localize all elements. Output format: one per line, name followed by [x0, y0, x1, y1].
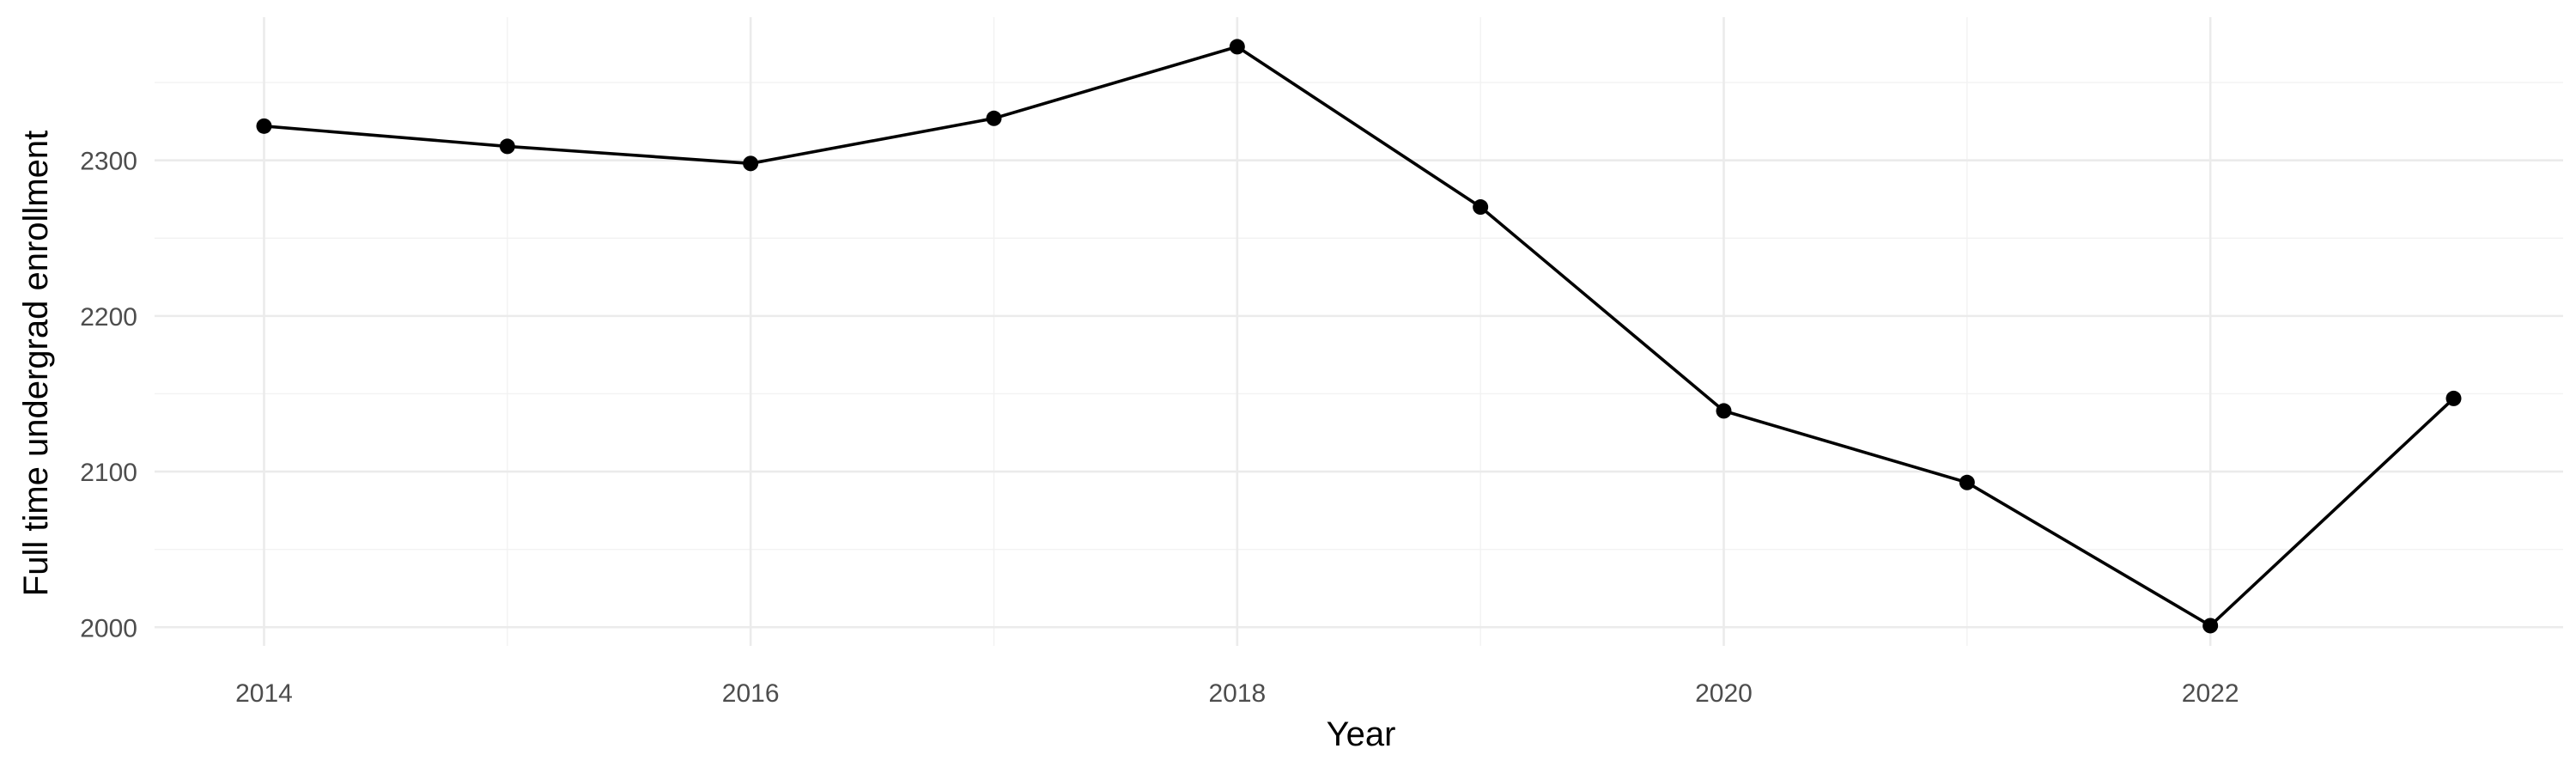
y-axis-title: Full time undergrad enrollment	[17, 131, 55, 596]
data-point	[1229, 39, 1245, 55]
x-axis-title: Year	[1327, 715, 1396, 753]
y-tick-label: 2200	[80, 303, 137, 332]
data-point	[986, 110, 1002, 126]
series-line	[264, 45, 2455, 628]
data-point	[1716, 403, 1732, 419]
x-tick-label: 2020	[1695, 679, 1753, 708]
data-point	[743, 155, 759, 172]
data-point	[2202, 618, 2219, 634]
y-tick-label: 2100	[80, 459, 137, 487]
data-point	[1473, 199, 1489, 216]
series-layer	[256, 39, 2462, 634]
x-tick-label: 2016	[722, 679, 780, 708]
data-point	[2445, 390, 2462, 406]
data-point	[499, 138, 515, 155]
y-tick-label: 2300	[80, 148, 137, 176]
x-tick-label: 2022	[2182, 679, 2239, 708]
x-tick-label: 2014	[235, 679, 293, 708]
data-point	[1959, 474, 1975, 490]
grid	[155, 17, 2563, 646]
y-tick-label: 2000	[80, 614, 137, 642]
data-point	[256, 118, 272, 134]
x-tick-label: 2018	[1208, 679, 1266, 708]
tick-labels: 2014 2016 2018 2020 2022 2000 2100 2200 2300	[80, 148, 2239, 708]
